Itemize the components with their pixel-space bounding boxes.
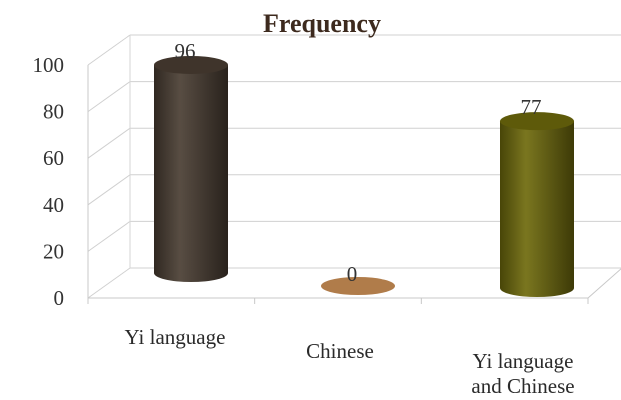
bar-3	[500, 112, 574, 297]
y-tick-label: 60	[43, 146, 64, 170]
labels: 0 20 40 60 80 100 96 0 77 Yi language Chinese Yi la…	[33, 39, 575, 398]
data-label: 0	[347, 262, 358, 286]
cylinder-disc	[321, 277, 395, 295]
axes	[87, 35, 621, 304]
bars	[154, 55, 574, 297]
chart-title: Frequency	[263, 9, 381, 38]
cylinder-top	[154, 55, 228, 74]
floor-edge	[587, 268, 621, 299]
cylinder-body	[500, 121, 574, 297]
y-tick-label: 100	[33, 53, 65, 77]
y-tick-label: 20	[43, 239, 64, 263]
y-tick-label: 0	[54, 286, 65, 310]
x-tick-label: Yi language and Chinese	[471, 349, 574, 398]
data-label: 96	[175, 39, 196, 63]
bar-1	[154, 55, 228, 282]
x-tick-label: Chinese	[306, 339, 374, 363]
x-tick-label: Yi language	[125, 325, 226, 349]
y-tick-label: 80	[43, 100, 64, 124]
bar-2	[321, 277, 395, 295]
gridline	[87, 34, 621, 66]
cylinder-body	[154, 64, 228, 282]
data-label: 77	[521, 95, 542, 119]
y-tick-label: 40	[43, 193, 64, 217]
cylinder-top	[500, 112, 574, 131]
